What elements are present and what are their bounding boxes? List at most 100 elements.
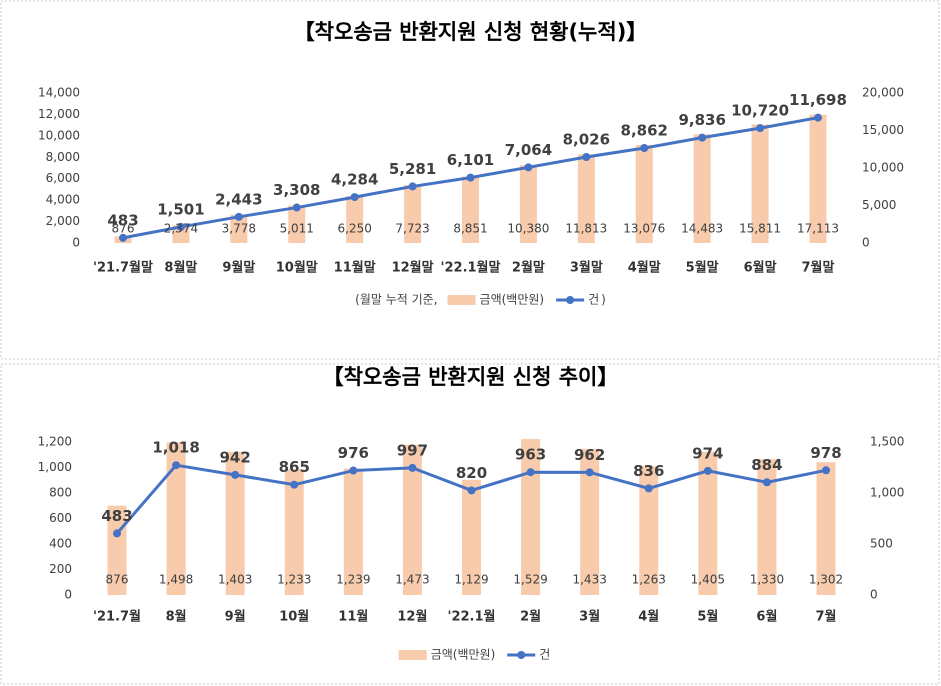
x-tick-label: 3월 [579, 609, 600, 625]
line-value-label: 8,026 [563, 131, 610, 149]
line-value-label: 1,501 [157, 200, 204, 218]
line-point [756, 124, 765, 133]
legend-label: 금액(백만원) [480, 293, 545, 307]
line-value-label: 978 [810, 444, 841, 462]
line-point [698, 133, 707, 142]
bar [404, 185, 422, 243]
bar-value-label: 14,483 [681, 222, 723, 236]
line-point [814, 113, 822, 122]
bar [698, 451, 718, 595]
line-point [466, 173, 475, 182]
bar-value-label: 1,498 [159, 573, 193, 587]
legend-swatch [566, 296, 575, 304]
y-tick-label: 1,200 [38, 435, 72, 449]
line-value-label: 974 [692, 444, 723, 462]
x-tick-label: 5월 [697, 609, 718, 625]
bar-value-label: 6,250 [337, 222, 371, 236]
legend-note: ) [601, 293, 606, 307]
line-value-label: 997 [397, 441, 428, 459]
bar [402, 444, 422, 595]
bar-value-label: 1,405 [691, 573, 725, 587]
chart-title: 【착오송금 반환지원 신청 현황(누적)】 [294, 20, 648, 44]
legend-label: 금액(백만원) [431, 648, 496, 662]
x-tick-label: 10월 [279, 609, 309, 625]
bar-value-label: 13,076 [623, 222, 665, 236]
bar [346, 196, 364, 243]
bar-value-label: 876 [106, 573, 129, 587]
panel-border [0, 363, 940, 685]
line-point [640, 144, 649, 153]
line-point [231, 470, 240, 479]
line-point [113, 529, 121, 538]
bar-value-label: 10,380 [507, 222, 549, 236]
bar-value-label: 1,330 [750, 573, 784, 587]
bar [225, 451, 245, 595]
x-tick-label: '22.1월 [447, 609, 495, 625]
bar-value-label: 1,302 [809, 573, 843, 587]
x-tick-label: 12월 [397, 609, 427, 625]
line-value-label: 5,281 [389, 160, 436, 178]
y2-tick-label: 15,000 [862, 123, 904, 137]
bar [816, 462, 836, 595]
y2-tick-label: 20,000 [862, 86, 904, 100]
y-tick-label: 800 [49, 486, 72, 500]
line-value-label: 976 [338, 444, 369, 462]
line-value-label: 884 [751, 456, 782, 474]
bar-value-label: 8,851 [453, 222, 487, 236]
bar-value-label: 1,233 [277, 573, 311, 587]
line-value-label: 836 [633, 462, 664, 480]
x-tick-label: 7월 [815, 609, 836, 625]
y2-tick-label: 500 [870, 537, 893, 551]
x-tick-label: '21.7월 [93, 609, 141, 625]
bar-value-label: 3,778 [222, 222, 256, 236]
y-tick-label: 10,000 [38, 128, 80, 142]
line-value-label: 483 [101, 507, 132, 525]
y-tick-label: 2,000 [46, 214, 80, 228]
line-value-label: 8,862 [621, 122, 668, 140]
x-tick-label: 10월말 [276, 260, 318, 276]
y-tick-label: 0 [64, 588, 72, 602]
legend-swatch [517, 651, 526, 659]
x-tick-label: 11월말 [334, 260, 376, 276]
y-tick-label: 1,000 [38, 460, 72, 474]
bar [172, 225, 190, 243]
x-tick-label: 9월 [225, 609, 246, 625]
bar [639, 466, 659, 595]
y-tick-label: 12,000 [38, 107, 80, 121]
bar-value-label: 1,529 [513, 573, 547, 587]
line-value-label: 483 [107, 211, 138, 229]
bar [751, 124, 769, 243]
bar [580, 448, 600, 595]
line-value-label: 2,443 [215, 190, 262, 208]
bar-value-label: 11,813 [565, 222, 607, 236]
line-point [408, 463, 417, 472]
bar-value-label: 2,374 [164, 222, 198, 236]
line-value-label: 942 [220, 448, 251, 466]
line-point [292, 203, 301, 212]
line-value-label: 3,308 [273, 181, 320, 199]
bar-value-label: 1,403 [218, 573, 252, 587]
x-tick-label: 7월말 [802, 260, 835, 276]
bar-value-label: 7,723 [395, 222, 429, 236]
x-tick-label: 2월말 [512, 260, 545, 276]
bar-value-label: 1,129 [454, 573, 488, 587]
bar [809, 114, 827, 243]
bar [519, 165, 537, 243]
x-tick-label: 3월말 [570, 260, 603, 276]
bar [577, 154, 595, 243]
bar-value-label: 876 [112, 222, 135, 236]
x-tick-label: 8월말 [164, 260, 197, 276]
y2-tick-label: 5,000 [862, 198, 896, 212]
line-point [644, 484, 653, 493]
bar [635, 144, 653, 243]
panel-border [0, 0, 940, 360]
line-point [119, 233, 127, 242]
y2-tick-label: 0 [870, 588, 878, 602]
y-tick-label: 400 [49, 537, 72, 551]
line-point [172, 461, 181, 470]
line-point [524, 163, 533, 172]
legend-label: 건 [588, 293, 599, 307]
line-point [822, 466, 830, 475]
legend-note: (월말 누적 기준, [355, 293, 437, 307]
